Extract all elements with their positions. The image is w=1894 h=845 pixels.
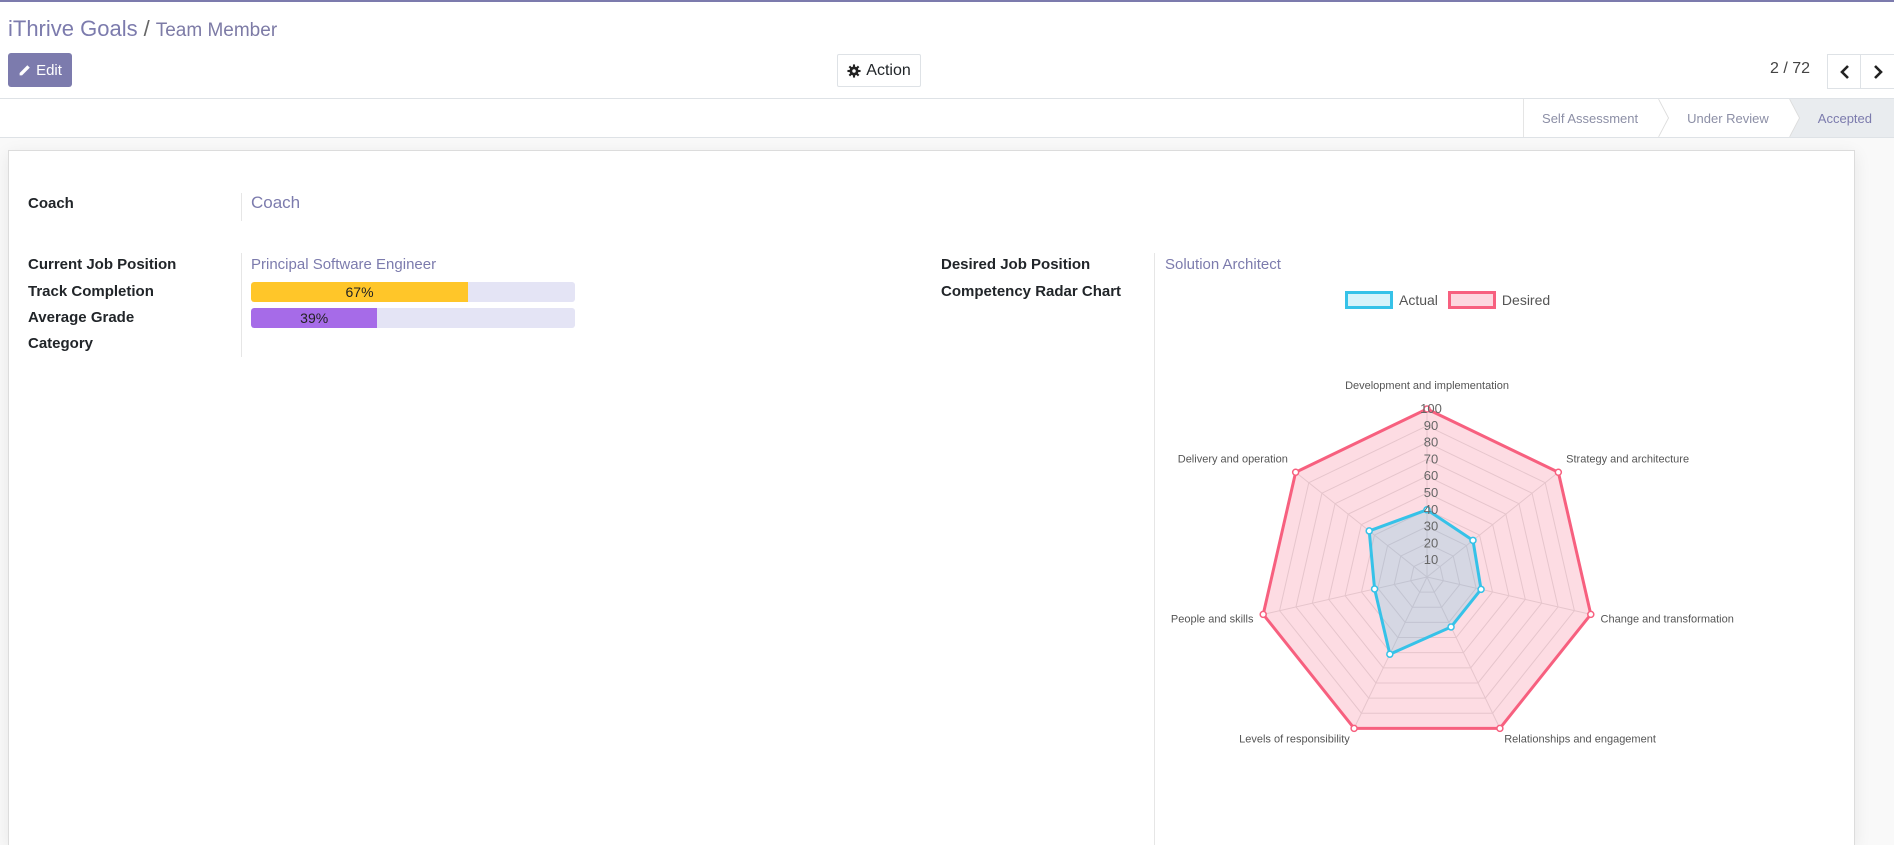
chevron-left-icon <box>1840 64 1849 79</box>
radar-tick-label: 40 <box>1424 502 1438 517</box>
legend-swatch-desired <box>1447 291 1496 309</box>
legend-label-actual: Actual <box>1399 292 1438 308</box>
radar-grid-ring <box>1377 526 1477 623</box>
coach-field[interactable]: Coach <box>251 193 301 212</box>
stage-self-assessment[interactable]: Self Assessment <box>1523 99 1670 137</box>
desired-job-label: Desired Job Position <box>941 256 1091 273</box>
radar-grid-ring <box>1295 442 1559 699</box>
radar-spoke <box>1426 576 1591 615</box>
radar-point-actual <box>1423 506 1431 514</box>
pager-previous-button[interactable] <box>1827 54 1863 89</box>
track-completion-text: 67% <box>345 284 374 300</box>
stage-accepted[interactable]: Accepted <box>1788 99 1894 137</box>
field-divider <box>241 193 242 221</box>
radar-category-label: People and skills <box>1171 613 1254 625</box>
radar-point-actual <box>1386 650 1394 658</box>
radar-tick-label: 20 <box>1424 535 1438 550</box>
radar-grid-ring <box>1328 475 1526 669</box>
top-accent-line <box>0 0 1894 2</box>
radar-category-label: Development and implementation <box>1345 381 1509 392</box>
action-button[interactable]: Action <box>837 54 921 87</box>
radar-tick-label: 80 <box>1424 435 1438 450</box>
edit-button-label: Edit <box>36 61 62 79</box>
stage-selector: Self Assessment Under Review Accepted <box>1523 99 1894 137</box>
edit-button[interactable]: Edit <box>8 53 72 87</box>
stage-under-review[interactable]: Under Review <box>1658 99 1800 137</box>
radar-grid-ring <box>1279 425 1575 714</box>
radar-point-desired <box>1423 405 1431 413</box>
radar-spoke <box>1295 471 1428 578</box>
radar-spoke <box>1426 576 1501 729</box>
legend-label-desired: Desired <box>1501 292 1551 308</box>
stage-label: Self Assessment <box>1542 110 1639 126</box>
radar-category-label: Strategy and architecture <box>1566 453 1689 465</box>
pager-next-button[interactable] <box>1860 54 1894 89</box>
track-completion-fill <box>251 282 469 302</box>
action-button-label: Action <box>866 61 911 79</box>
radar-spoke <box>1263 576 1428 615</box>
form-sheet: Coach Coach Current Job Position Track C… <box>8 150 1855 845</box>
radar-point-actual <box>1469 536 1477 545</box>
radar-grid-ring <box>1344 492 1510 654</box>
radar-point-desired <box>1259 610 1267 619</box>
chevron-right-icon <box>1874 64 1883 79</box>
coach-label: Coach <box>28 195 74 212</box>
radar-tick-label: 70 <box>1424 451 1438 466</box>
average-grade-progress: 39% <box>251 308 575 328</box>
radar-point-actual <box>1365 527 1373 535</box>
current-job-position-link[interactable]: Principal Software Engineer <box>251 256 437 273</box>
control-panel: iThrive Goals / Team Member Edit Action 2 … <box>0 2 1894 99</box>
radar-tick-label: 30 <box>1424 519 1438 534</box>
radar-point-desired <box>1350 724 1358 733</box>
pager-value: 2 / 72 <box>1770 60 1811 77</box>
radar-category-label: Levels of responsibility <box>1239 733 1350 745</box>
radar-chart-label: Competency Radar Chart <box>941 283 1122 300</box>
desired-job-position-link[interactable]: Solution Architect <box>1165 256 1281 273</box>
breadcrumb: iThrive Goals / Team Member <box>8 16 277 42</box>
radar-point-actual <box>1477 585 1485 594</box>
category-label: Category <box>28 335 94 352</box>
radar-category-label: Relationships and engagement <box>1504 733 1656 745</box>
radar-category-label: Change and transformation <box>1601 613 1734 625</box>
average-grade-label: Average Grade <box>28 309 135 326</box>
radar-grid-ring <box>1410 559 1444 593</box>
radar-spoke <box>1426 471 1559 578</box>
track-completion-label: Track Completion <box>28 283 154 300</box>
radar-series-actual <box>1367 508 1483 656</box>
chart-legend: Actual Desired <box>1345 291 1550 309</box>
stage-label: Accepted <box>1817 110 1872 126</box>
radar-tick-label: 90 <box>1424 418 1438 433</box>
track-completion-progress: 67% <box>251 282 575 302</box>
radar-grid-ring <box>1393 542 1461 608</box>
radar-series-desired <box>1261 407 1593 730</box>
field-divider <box>1154 253 1155 845</box>
radar-tick-label: 100 <box>1420 401 1442 416</box>
breadcrumb-current: Team Member <box>155 20 278 41</box>
radar-tick-label: 10 <box>1424 552 1438 567</box>
radar-point-desired <box>1496 724 1504 733</box>
stage-label: Under Review <box>1687 110 1769 126</box>
average-grade-text: 39% <box>300 310 329 326</box>
pencil-icon <box>19 64 30 75</box>
radar-point-actual <box>1370 585 1379 593</box>
breadcrumb-app-link[interactable]: iThrive Goals <box>8 16 138 41</box>
radar-point-desired <box>1291 468 1300 477</box>
radar-point-desired <box>1587 610 1595 619</box>
current-job-label: Current Job Position <box>28 256 177 273</box>
gear-icon <box>847 63 861 78</box>
radar-grid-ring <box>1311 458 1543 684</box>
average-grade-fill <box>251 308 378 328</box>
radar-point-desired <box>1554 468 1563 477</box>
breadcrumb-separator: / <box>143 16 150 41</box>
field-divider <box>241 253 242 357</box>
radar-point-actual <box>1447 623 1455 631</box>
status-bar: Self Assessment Under Review Accepted <box>0 99 1894 138</box>
radar-category-label: Delivery and operation <box>1178 453 1288 465</box>
legend-swatch-actual <box>1345 291 1393 309</box>
radar-tick-label: 50 <box>1424 485 1438 500</box>
radar-tick-label: 60 <box>1424 468 1438 483</box>
